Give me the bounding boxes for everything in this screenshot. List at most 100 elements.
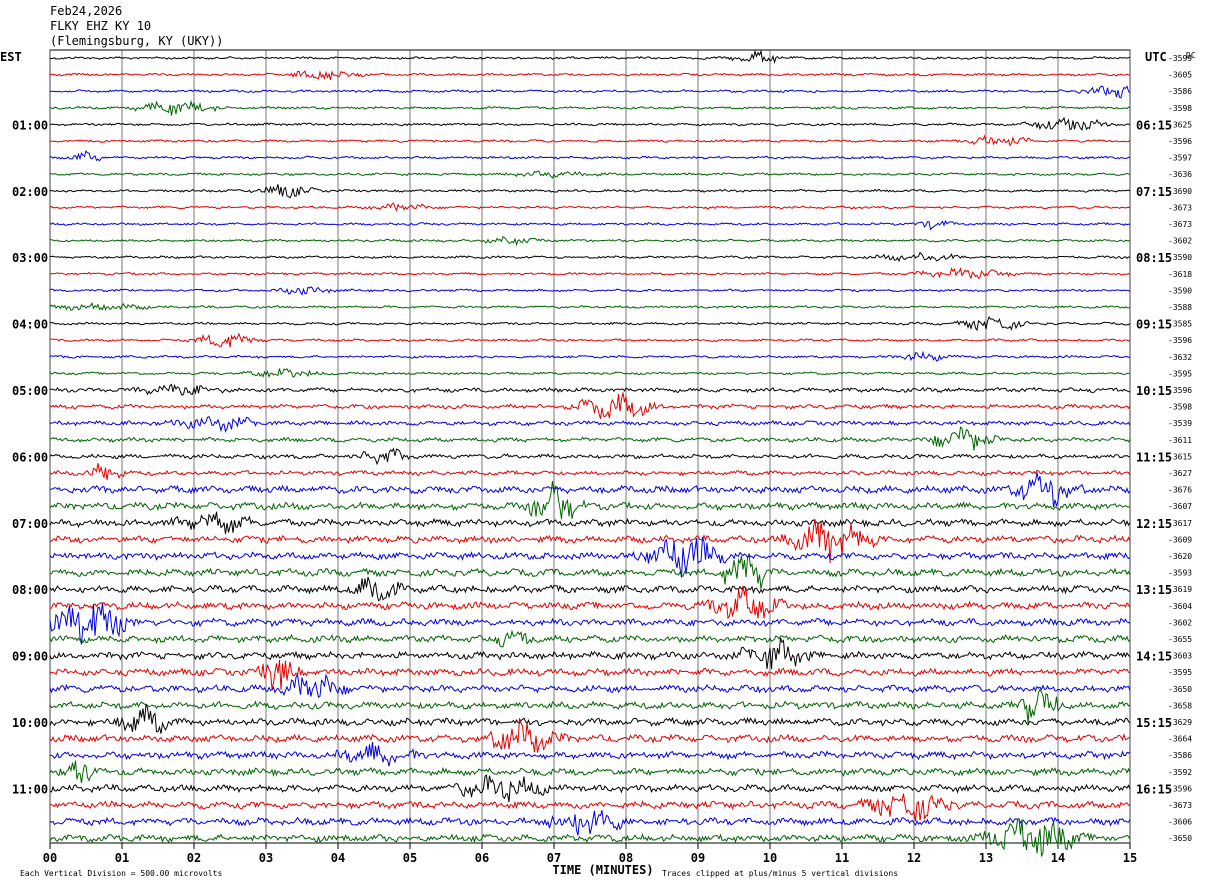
seismic-trace: [49, 332, 1131, 348]
dc-offset-label: -3625: [1168, 120, 1192, 129]
est-hour-label: 05:00: [12, 384, 48, 398]
dc-offset-label: -3586: [1168, 751, 1192, 760]
station-location: (Flemingsburg, KY (UKY)): [50, 34, 224, 48]
dc-offset-label: -3592: [1168, 768, 1192, 777]
seismic-trace: [49, 316, 1131, 332]
scale-footnote: Each Vertical Division = 500.00 microvol…: [20, 869, 222, 878]
dc-offset-label: -3593: [1168, 569, 1192, 578]
dc-offset-label: -3595: [1168, 668, 1192, 677]
dc-offset-label: -3629: [1168, 718, 1192, 727]
dc-offset-label: -3627: [1168, 469, 1192, 478]
seismic-trace: [49, 536, 1131, 578]
dc-offset-label: -3617: [1168, 519, 1192, 528]
dc-offset-label: -3588: [1168, 303, 1192, 312]
seismic-trace: [49, 235, 1131, 247]
utc-hour-label: 11:15: [1136, 450, 1172, 464]
est-hour-label: 07:00: [12, 517, 48, 531]
utc-hour-label: 10:15: [1136, 384, 1172, 398]
seismic-trace: [49, 585, 1131, 620]
seismic-trace: [49, 266, 1131, 280]
dc-offset-label: -3603: [1168, 652, 1192, 661]
x-tick-label: 03: [259, 851, 273, 865]
dc-offset-label: -3585: [1168, 320, 1192, 329]
x-tick-label: 04: [331, 851, 345, 865]
seismic-trace: [49, 202, 1131, 212]
seismic-trace: [50, 251, 1131, 263]
est-hour-label: 10:00: [12, 716, 48, 730]
dc-offset-label: -3596: [1168, 386, 1192, 395]
seismic-trace: [49, 85, 1131, 99]
plot-frame: [49, 49, 1131, 844]
x-tick-label: 02: [187, 851, 201, 865]
seismic-trace: [49, 672, 1131, 698]
dc-offset-label: -3596: [1168, 336, 1192, 345]
utc-hour-label: 09:15: [1136, 318, 1172, 332]
dc-offset-label: -3673: [1168, 801, 1192, 810]
seismic-trace: [49, 463, 1131, 481]
x-axis-title: TIME (MINUTES): [552, 863, 653, 877]
seismic-trace: [49, 392, 1131, 419]
x-tick-label: 14: [1051, 851, 1065, 865]
dc-offset-label: -3636: [1168, 170, 1192, 179]
dc-offset-label: -3664: [1168, 735, 1192, 744]
label-group: 00 01 02 03 04 05 06 07 08 09 10 11 12 13 14 15 -3599 -36…: [12, 51, 1196, 878]
dc-offset-label: -3609: [1168, 535, 1192, 544]
dc-offset-label: -3673: [1168, 203, 1192, 212]
utc-hour-label: 06:15: [1136, 118, 1172, 132]
plot-grid: [49, 49, 1131, 849]
dc-offset-label: -3607: [1168, 502, 1192, 511]
est-hour-label: 06:00: [12, 450, 48, 464]
x-tick-label: 10: [763, 851, 777, 865]
seismic-trace: [49, 99, 1131, 116]
dc-offset-label: -3605: [1168, 71, 1192, 80]
seismic-trace: [49, 302, 1130, 311]
dc-offset-label: -3599: [1168, 54, 1192, 63]
seismic-trace: [49, 447, 1131, 466]
x-tick-label: 05: [403, 851, 417, 865]
utc-hour-label: 08:15: [1136, 251, 1172, 265]
x-tick-label: 09: [691, 851, 705, 865]
clip-footnote: Traces clipped at plus/minus 5 vertical …: [662, 869, 898, 878]
est-hour-label: 01:00: [12, 118, 48, 132]
seismic-trace: [49, 184, 1131, 199]
est-hour-label: 11:00: [12, 782, 48, 796]
seismic-trace: [50, 426, 1131, 451]
seismic-trace: [49, 480, 1131, 520]
utc-hour-label: 14:15: [1136, 650, 1172, 664]
dc-offset-label: -3606: [1168, 818, 1192, 827]
dc-offset-label: -3596: [1168, 784, 1192, 793]
dc-offset-label: -3655: [1168, 635, 1192, 644]
seismic-trace: [49, 286, 1131, 296]
x-tick-label: 01: [115, 851, 129, 865]
dc-offset-label: -3586: [1168, 87, 1192, 96]
est-hour-label: 03:00: [12, 251, 48, 265]
dc-offset-label: -3618: [1168, 270, 1192, 279]
utc-hour-label: 15:15: [1136, 716, 1172, 730]
seismic-trace: [49, 472, 1131, 508]
seismic-trace: [50, 383, 1131, 396]
seismic-trace: [49, 629, 1131, 648]
right-timezone-label: UTC: [1145, 50, 1167, 64]
utc-hour-label: 07:15: [1136, 185, 1172, 199]
utc-hour-label: 16:15: [1136, 782, 1172, 796]
seismic-trace: [49, 637, 1131, 670]
dc-offset-label: -3611: [1168, 436, 1192, 445]
dc-offset-label: -3619: [1168, 585, 1192, 594]
est-hour-label: 02:00: [12, 185, 48, 199]
dc-offset-label: -3595: [1168, 369, 1192, 378]
station-code: FLKY EHZ KY 10: [50, 19, 152, 33]
x-tick-label: 15: [1123, 851, 1137, 865]
x-tick-label: 13: [979, 851, 993, 865]
utc-hour-label: 13:15: [1136, 583, 1172, 597]
est-hour-label: 04:00: [12, 318, 48, 332]
dc-header-label: DC: [1186, 51, 1196, 60]
seismic-trace: [49, 368, 1131, 379]
dc-offset-label: -3615: [1168, 452, 1192, 461]
seismic-trace: [49, 793, 1131, 822]
seismic-trace: [49, 511, 1131, 535]
seismic-trace: [50, 554, 1131, 589]
dc-offset-label: -3602: [1168, 237, 1192, 246]
x-tick-label: 06: [475, 851, 489, 865]
seismic-trace: [49, 149, 1131, 162]
